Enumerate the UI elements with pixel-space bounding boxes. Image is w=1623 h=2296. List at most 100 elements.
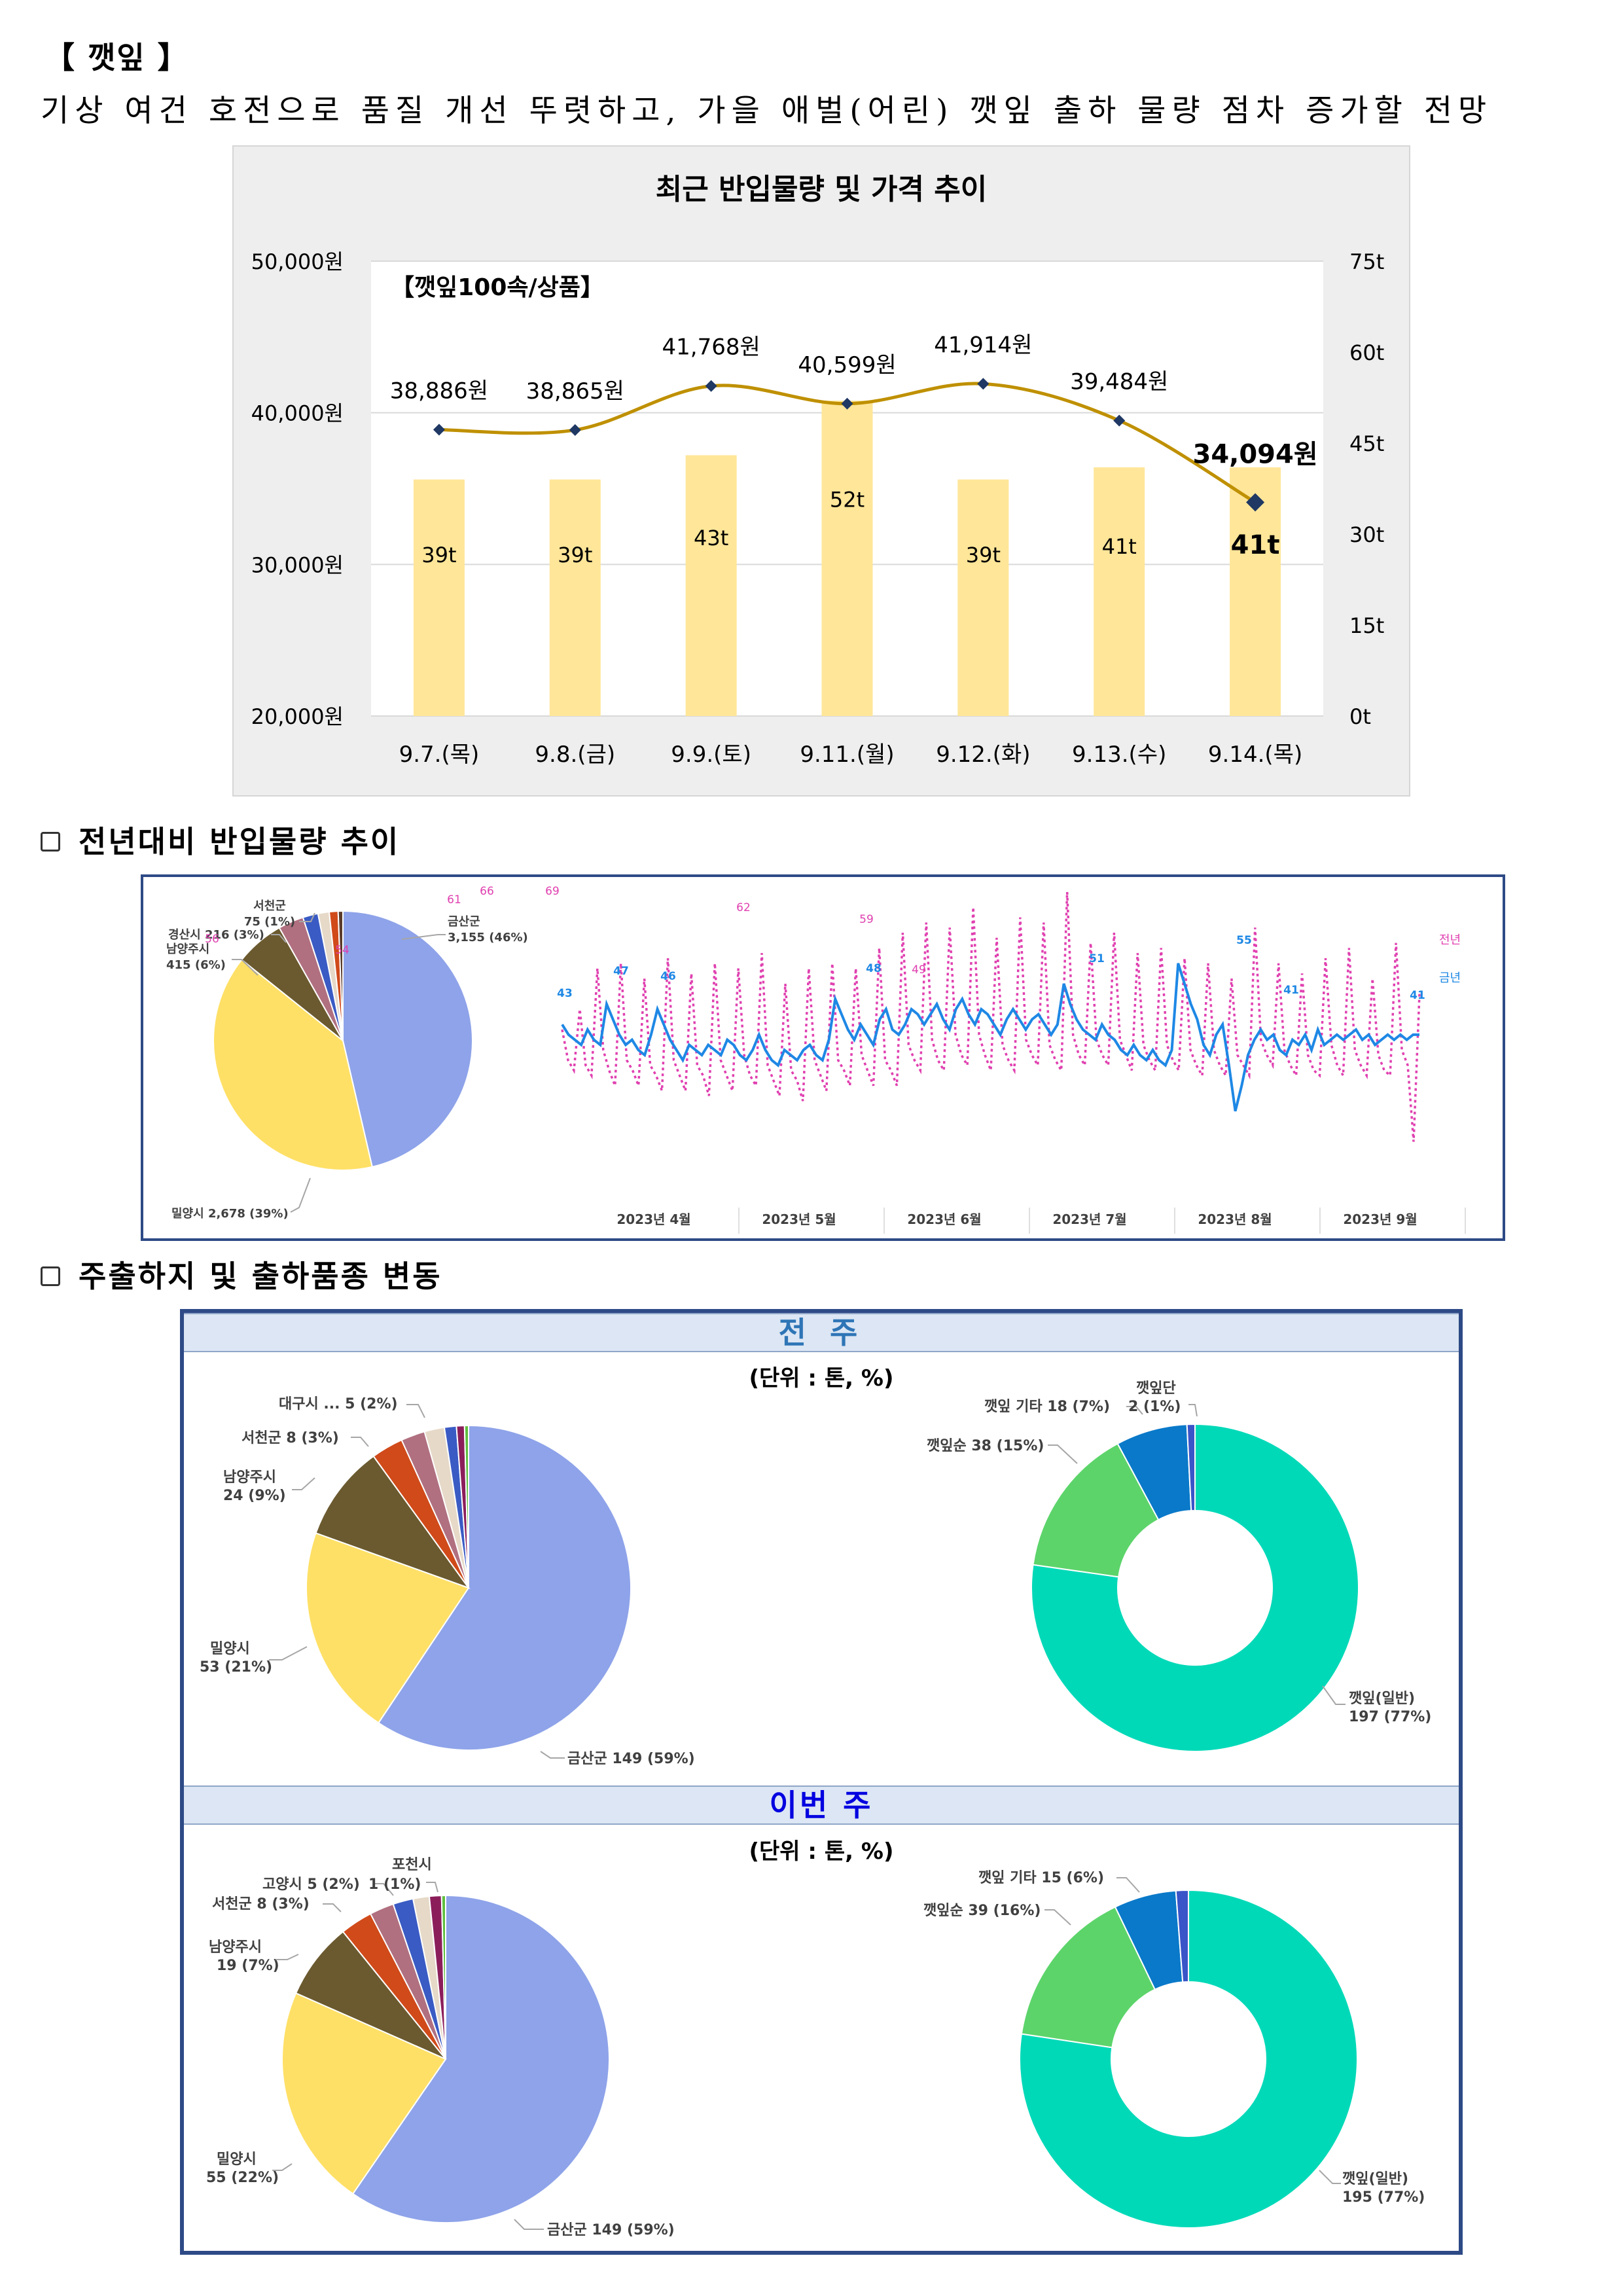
pie-leader <box>299 912 315 922</box>
category-tick: 9.9.(토) <box>671 742 751 768</box>
product-label: 【깻잎100속/상품】 <box>391 274 604 301</box>
pie-leader <box>232 959 259 976</box>
price-label: 34,094원 <box>1192 439 1317 469</box>
origin-pie-slice <box>213 958 373 1171</box>
x-tick: 2023년 5월 <box>762 1211 836 1227</box>
this-origin-label: 밀양시 <box>217 2151 257 2168</box>
price-label: 41,768원 <box>662 334 760 361</box>
price-marker <box>433 423 445 436</box>
prev-origin-label: 24 (9%) <box>223 1488 286 1504</box>
checkbox-icon <box>41 831 60 852</box>
pie-leader <box>1116 1877 1140 1893</box>
pie-label: 3,155 (46%) <box>448 931 528 944</box>
this-variety-label: 깻잎 기타 15 (6%) <box>978 1870 1104 1886</box>
left-axis-tick: 30,000원 <box>251 552 344 577</box>
pie-leader <box>272 2163 293 2171</box>
pie-leader <box>401 934 446 940</box>
page-title: 【 깻잎 】 <box>45 40 189 75</box>
pie-label: 서천군 <box>253 899 286 913</box>
prev-origin-slice <box>463 1424 469 1588</box>
pie-leader <box>374 1883 394 1896</box>
prev-origin-label: 밀양시 <box>210 1641 250 1657</box>
category-tick: 9.12.(화) <box>936 742 1030 768</box>
volume-bar <box>957 479 1009 716</box>
previous-week-band: 전 주 <box>184 1313 1459 1352</box>
prev-origin-label: 금산군 149 (59%) <box>567 1751 695 1767</box>
pie-leader <box>276 1954 299 1960</box>
x-tick: 2023년 6월 <box>907 1211 981 1227</box>
volume-bar <box>549 479 601 716</box>
series-legend: 금년 <box>1439 971 1461 985</box>
lastyear-label: 54 <box>335 944 349 957</box>
volume-bar-label: 52t <box>830 488 865 512</box>
volume-bar-label: 41t <box>1231 530 1280 560</box>
prev-variety-label: 2 (1%) <box>1128 1399 1181 1415</box>
prev-origin-label: 서천군 8 (3%) <box>241 1430 339 1446</box>
right-axis-tick: 15t <box>1349 613 1384 638</box>
volume-bar-label: 39t <box>421 543 456 567</box>
x-tick: 2023년 9월 <box>1343 1211 1417 1227</box>
volume-bar <box>685 455 737 716</box>
thisyear-label: 55 <box>1236 934 1252 947</box>
prev-variety-label: 깻잎순 38 (15%) <box>927 1438 1044 1454</box>
price-volume-chart-svg: 최근 반입물량 및 가격 추이 50,000원 40,000원 30,000원 20,0… <box>251 173 1385 768</box>
lastyear-line <box>561 891 1421 1142</box>
thisyear-label: 47 <box>613 965 629 978</box>
this-variety-slice <box>1020 1906 1156 2049</box>
lastyear-label: 66 <box>480 885 494 898</box>
pie-leader <box>514 2219 544 2230</box>
category-tick: 9.11.(월) <box>800 742 894 768</box>
prev-variety-label: 197 (77%) <box>1349 1709 1431 1725</box>
this-variety-label: 195 (77%) <box>1342 2189 1425 2206</box>
this-origin-label: 포천시 <box>392 1857 432 1873</box>
prev-variety-label: 깻잎단 <box>1136 1380 1176 1397</box>
this-origin-slice <box>281 1992 447 2195</box>
thisyear-label: 48 <box>866 962 882 975</box>
this-origin-slice <box>294 1930 446 2060</box>
yoy-volume-panel: 금산군 3,155 (46%) 밀양시 2,678 (39%) 남양주시 415 (6%… <box>141 874 1505 1241</box>
price-label: 38,886원 <box>390 378 488 404</box>
price-marker <box>705 380 717 392</box>
this-week-unit: (단위 : 톤, %) <box>749 1839 894 1865</box>
origin-pie-slice <box>337 910 344 1041</box>
pie-leader <box>540 1751 565 1759</box>
section-shipping-origin: 주출하지 및 출하품종 변동 <box>41 1253 442 1296</box>
pie-leader <box>271 934 287 943</box>
checkbox-icon <box>41 1266 60 1286</box>
price-marker <box>1113 414 1126 427</box>
this-variety-label: 깻잎(일반) <box>1342 2171 1408 2187</box>
volume-bar-label: 41t <box>1102 534 1137 559</box>
pie-leader <box>290 1177 311 1213</box>
pie-leader <box>323 1903 342 1912</box>
this-origin-label: 1 (1%) <box>368 1876 421 1893</box>
pie-leader <box>1048 1444 1078 1464</box>
shipping-origin-svg: 금산군 149 (59%) 밀양시 53 (21%) 남양주시 24 (9%) 서천군 8… <box>200 1380 1431 2238</box>
shipping-origin-panel: 전 주 (단위 : 톤, %) 이번 주 (단위 : 톤, %) 금산군 149… <box>180 1309 1463 2255</box>
pie-leader <box>269 1646 308 1660</box>
this-week-label: 이번 주 <box>769 1787 874 1823</box>
volume-bar-label: 39t <box>966 543 1001 567</box>
this-origin-label: 금산군 149 (59%) <box>547 2222 675 2238</box>
volume-bar <box>821 401 873 716</box>
this-origin-slice <box>351 1894 610 2223</box>
prev-variety-label: 깻잎 기타 18 (7%) <box>984 1399 1110 1415</box>
lastyear-label: 62 <box>736 901 751 914</box>
pie-leader <box>1188 1404 1198 1417</box>
right-axis-tick: 60t <box>1349 340 1384 365</box>
left-axis-tick: 40,000원 <box>251 401 344 426</box>
volume-bar <box>1094 467 1145 716</box>
pie-label: 남양주시 <box>166 942 209 956</box>
price-label: 38,865원 <box>526 378 624 404</box>
price-marker <box>977 378 990 390</box>
this-origin-label: 서천군 8 (3%) <box>212 1896 310 1912</box>
pie-label: 금산군 <box>448 915 480 929</box>
lastyear-label: 49 <box>912 963 926 977</box>
section-shipping-origin-label: 주출하지 및 출하품종 변동 <box>79 1259 442 1294</box>
volume-bar <box>413 479 465 716</box>
pie-label: 75 (1%) <box>244 915 295 929</box>
category-tick: 9.8.(금) <box>535 742 615 768</box>
prev-origin-label: 53 (21%) <box>200 1659 272 1676</box>
previous-week-label: 전 주 <box>778 1315 865 1350</box>
lastyear-label: 59 <box>859 913 874 926</box>
category-tick: 9.13.(수) <box>1072 742 1166 768</box>
